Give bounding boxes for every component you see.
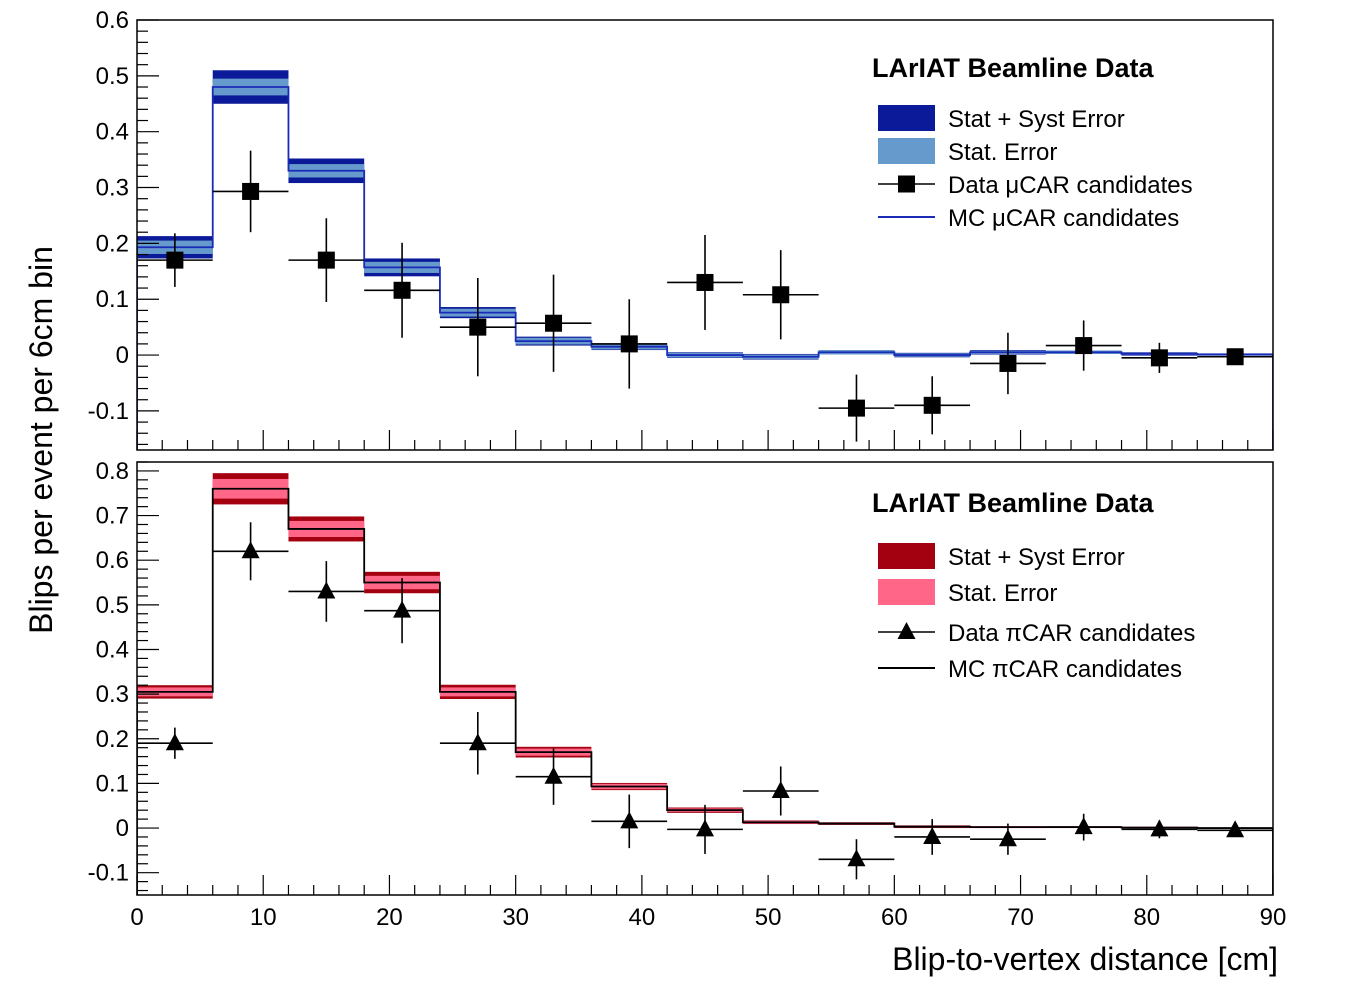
legend-entry: Stat. Error <box>878 579 1057 607</box>
x-tick-label: 80 <box>1133 904 1160 931</box>
x-tick-label: 60 <box>881 904 908 931</box>
plot-frame <box>136 461 1274 896</box>
legend-swatch <box>878 105 935 131</box>
y-axis-title: Blips per event per 6cm bin <box>23 246 59 634</box>
x-axis-title: Blip-to-vertex distance [cm] <box>892 941 1278 977</box>
legend-entry: Data μCAR candidates <box>878 172 1193 199</box>
legend-title: LArIAT Beamline Data <box>872 53 1155 83</box>
legend-swatch <box>878 543 935 569</box>
legend-marker <box>898 175 915 193</box>
data-point <box>847 849 866 867</box>
y-tick-label: 0.6 <box>96 7 129 34</box>
data-point <box>1226 820 1245 838</box>
y-tick-label: -0.1 <box>88 398 129 425</box>
y-tick-label: 0 <box>116 342 129 369</box>
data-point <box>1226 348 1244 366</box>
data-point <box>772 286 790 304</box>
y-tick-label: 0.3 <box>96 175 129 202</box>
y-tick-label: 0.4 <box>96 636 129 663</box>
data-point <box>696 819 714 837</box>
y-tick-label: 0.3 <box>96 681 129 708</box>
legend-label: MC μCAR candidates <box>948 205 1179 232</box>
data-point <box>923 396 941 414</box>
data-point <box>545 314 563 332</box>
y-tick-label: 0.4 <box>96 119 129 146</box>
legend-entry: MC πCAR candidates <box>878 656 1182 683</box>
data-point <box>847 399 865 417</box>
mc-histogram-line <box>137 86 1273 450</box>
x-tick-label: 0 <box>130 904 143 931</box>
y-tick-label: 0.7 <box>96 503 129 530</box>
data-point <box>1074 817 1093 835</box>
data-point <box>242 182 260 200</box>
legend-title: LArIAT Beamline Data <box>872 488 1155 518</box>
legend-label: Stat + Syst Error <box>948 106 1125 133</box>
y-tick-label: 0.1 <box>96 286 129 313</box>
top-panel: -0.1 0 0.1 0.2 0.3 0.4 0.5 0.6 LArIAT Beamline D… <box>88 7 1274 451</box>
x-tick-label: 40 <box>629 904 656 931</box>
data-point <box>393 600 412 618</box>
y-tick-label: 0.1 <box>96 770 129 797</box>
legend-entry: Stat. Error <box>878 138 1057 166</box>
legend-label: Stat. Error <box>948 139 1057 166</box>
data-point <box>469 318 487 336</box>
y-tick-label: 0.5 <box>96 63 129 90</box>
legend-entry: Stat + Syst Error <box>878 543 1125 571</box>
legend-label: MC πCAR candidates <box>948 656 1182 683</box>
data-point <box>317 251 335 269</box>
y-tick-label: 0 <box>116 815 129 842</box>
data-point <box>998 829 1017 847</box>
legend-swatch <box>878 579 935 605</box>
x-tick-label: 50 <box>755 904 782 931</box>
data-point <box>544 766 563 784</box>
data-point <box>317 581 336 599</box>
legend-entry: Data πCAR candidates <box>878 620 1195 647</box>
legend-marker <box>897 622 916 639</box>
data-point <box>999 354 1017 372</box>
data-point <box>241 541 260 559</box>
data-point <box>696 273 714 291</box>
legend-label: Data μCAR candidates <box>948 172 1193 199</box>
data-point <box>620 811 639 829</box>
legend-entry: Stat + Syst Error <box>878 105 1125 133</box>
legend-label: Stat + Syst Error <box>948 544 1125 571</box>
x-tick-label: 10 <box>250 904 277 931</box>
y-tick-label: 0.6 <box>96 547 129 574</box>
data-point <box>165 733 184 751</box>
data-point <box>468 733 487 751</box>
data-point <box>1150 819 1169 837</box>
plot-area <box>137 473 1273 895</box>
y-tick-label: 0.2 <box>96 230 129 257</box>
data-point <box>771 780 790 798</box>
data-point <box>923 826 942 844</box>
legend-label: Data πCAR candidates <box>948 620 1195 647</box>
legend-entry: MC μCAR candidates <box>878 205 1179 232</box>
data-point <box>1150 349 1168 367</box>
data-point <box>620 335 638 353</box>
plot-area <box>137 70 1273 450</box>
y-tick-label: -0.1 <box>88 860 129 887</box>
legend-label: Stat. Error <box>948 580 1057 607</box>
legend-swatch <box>878 138 935 164</box>
x-tick-label: 20 <box>376 904 403 931</box>
x-tick-label: 90 <box>1260 904 1287 931</box>
x-tick-label: 30 <box>502 904 529 931</box>
data-point <box>1075 337 1093 355</box>
data-point <box>166 251 184 269</box>
y-tick-label: 0.5 <box>96 592 129 619</box>
y-tick-label: 0.8 <box>96 458 129 485</box>
y-tick-label: 0.2 <box>96 726 129 753</box>
data-point <box>393 281 411 299</box>
plot-frame <box>136 19 1274 451</box>
x-tick-label: 70 <box>1007 904 1034 931</box>
bottom-panel: -0.100.10.20.30.40.50.60.70.80 10 20 30 40 50… <box>88 458 1287 931</box>
